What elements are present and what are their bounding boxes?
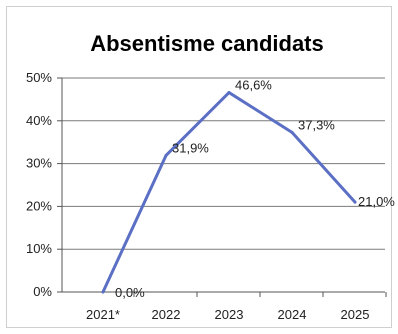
y-tick-label: 50% [26, 70, 52, 85]
x-tick-label: 2022 [152, 307, 181, 322]
y-tick-label: 20% [26, 198, 52, 213]
y-tick-label: 40% [26, 113, 52, 128]
x-tick-label: 2021* [86, 307, 120, 322]
y-tick-label: 0% [33, 284, 52, 299]
y-tick-label: 10% [26, 241, 52, 256]
y-tick-label: 30% [26, 156, 52, 171]
x-tick-label: 2024 [278, 307, 307, 322]
data-labels: 0,0% 31,9% 46,6% 37,3% 21,0% [115, 78, 395, 300]
data-label: 21,0% [358, 194, 395, 209]
data-label: 37,3% [298, 117, 335, 132]
chart-frame [6, 6, 392, 328]
chart-title: Absentisme candidats [90, 31, 324, 56]
data-point [227, 91, 231, 95]
gridlines [62, 77, 385, 250]
data-point [101, 290, 105, 294]
series [101, 91, 357, 294]
data-point [290, 130, 294, 134]
data-label: 31,9% [172, 140, 209, 155]
data-label: 46,6% [235, 78, 272, 93]
x-tick-label: 2023 [215, 307, 244, 322]
x-tick-label: 2025 [341, 307, 370, 322]
x-axis-tick-labels: 2021* 2022 2023 2024 2025 [86, 307, 369, 322]
y-axis-tick-labels: 0% 10% 20% 30% 40% 50% [26, 70, 52, 299]
data-label: 0,0% [115, 285, 145, 300]
axes [57, 77, 387, 297]
data-point [164, 153, 168, 157]
data-point [353, 200, 357, 204]
